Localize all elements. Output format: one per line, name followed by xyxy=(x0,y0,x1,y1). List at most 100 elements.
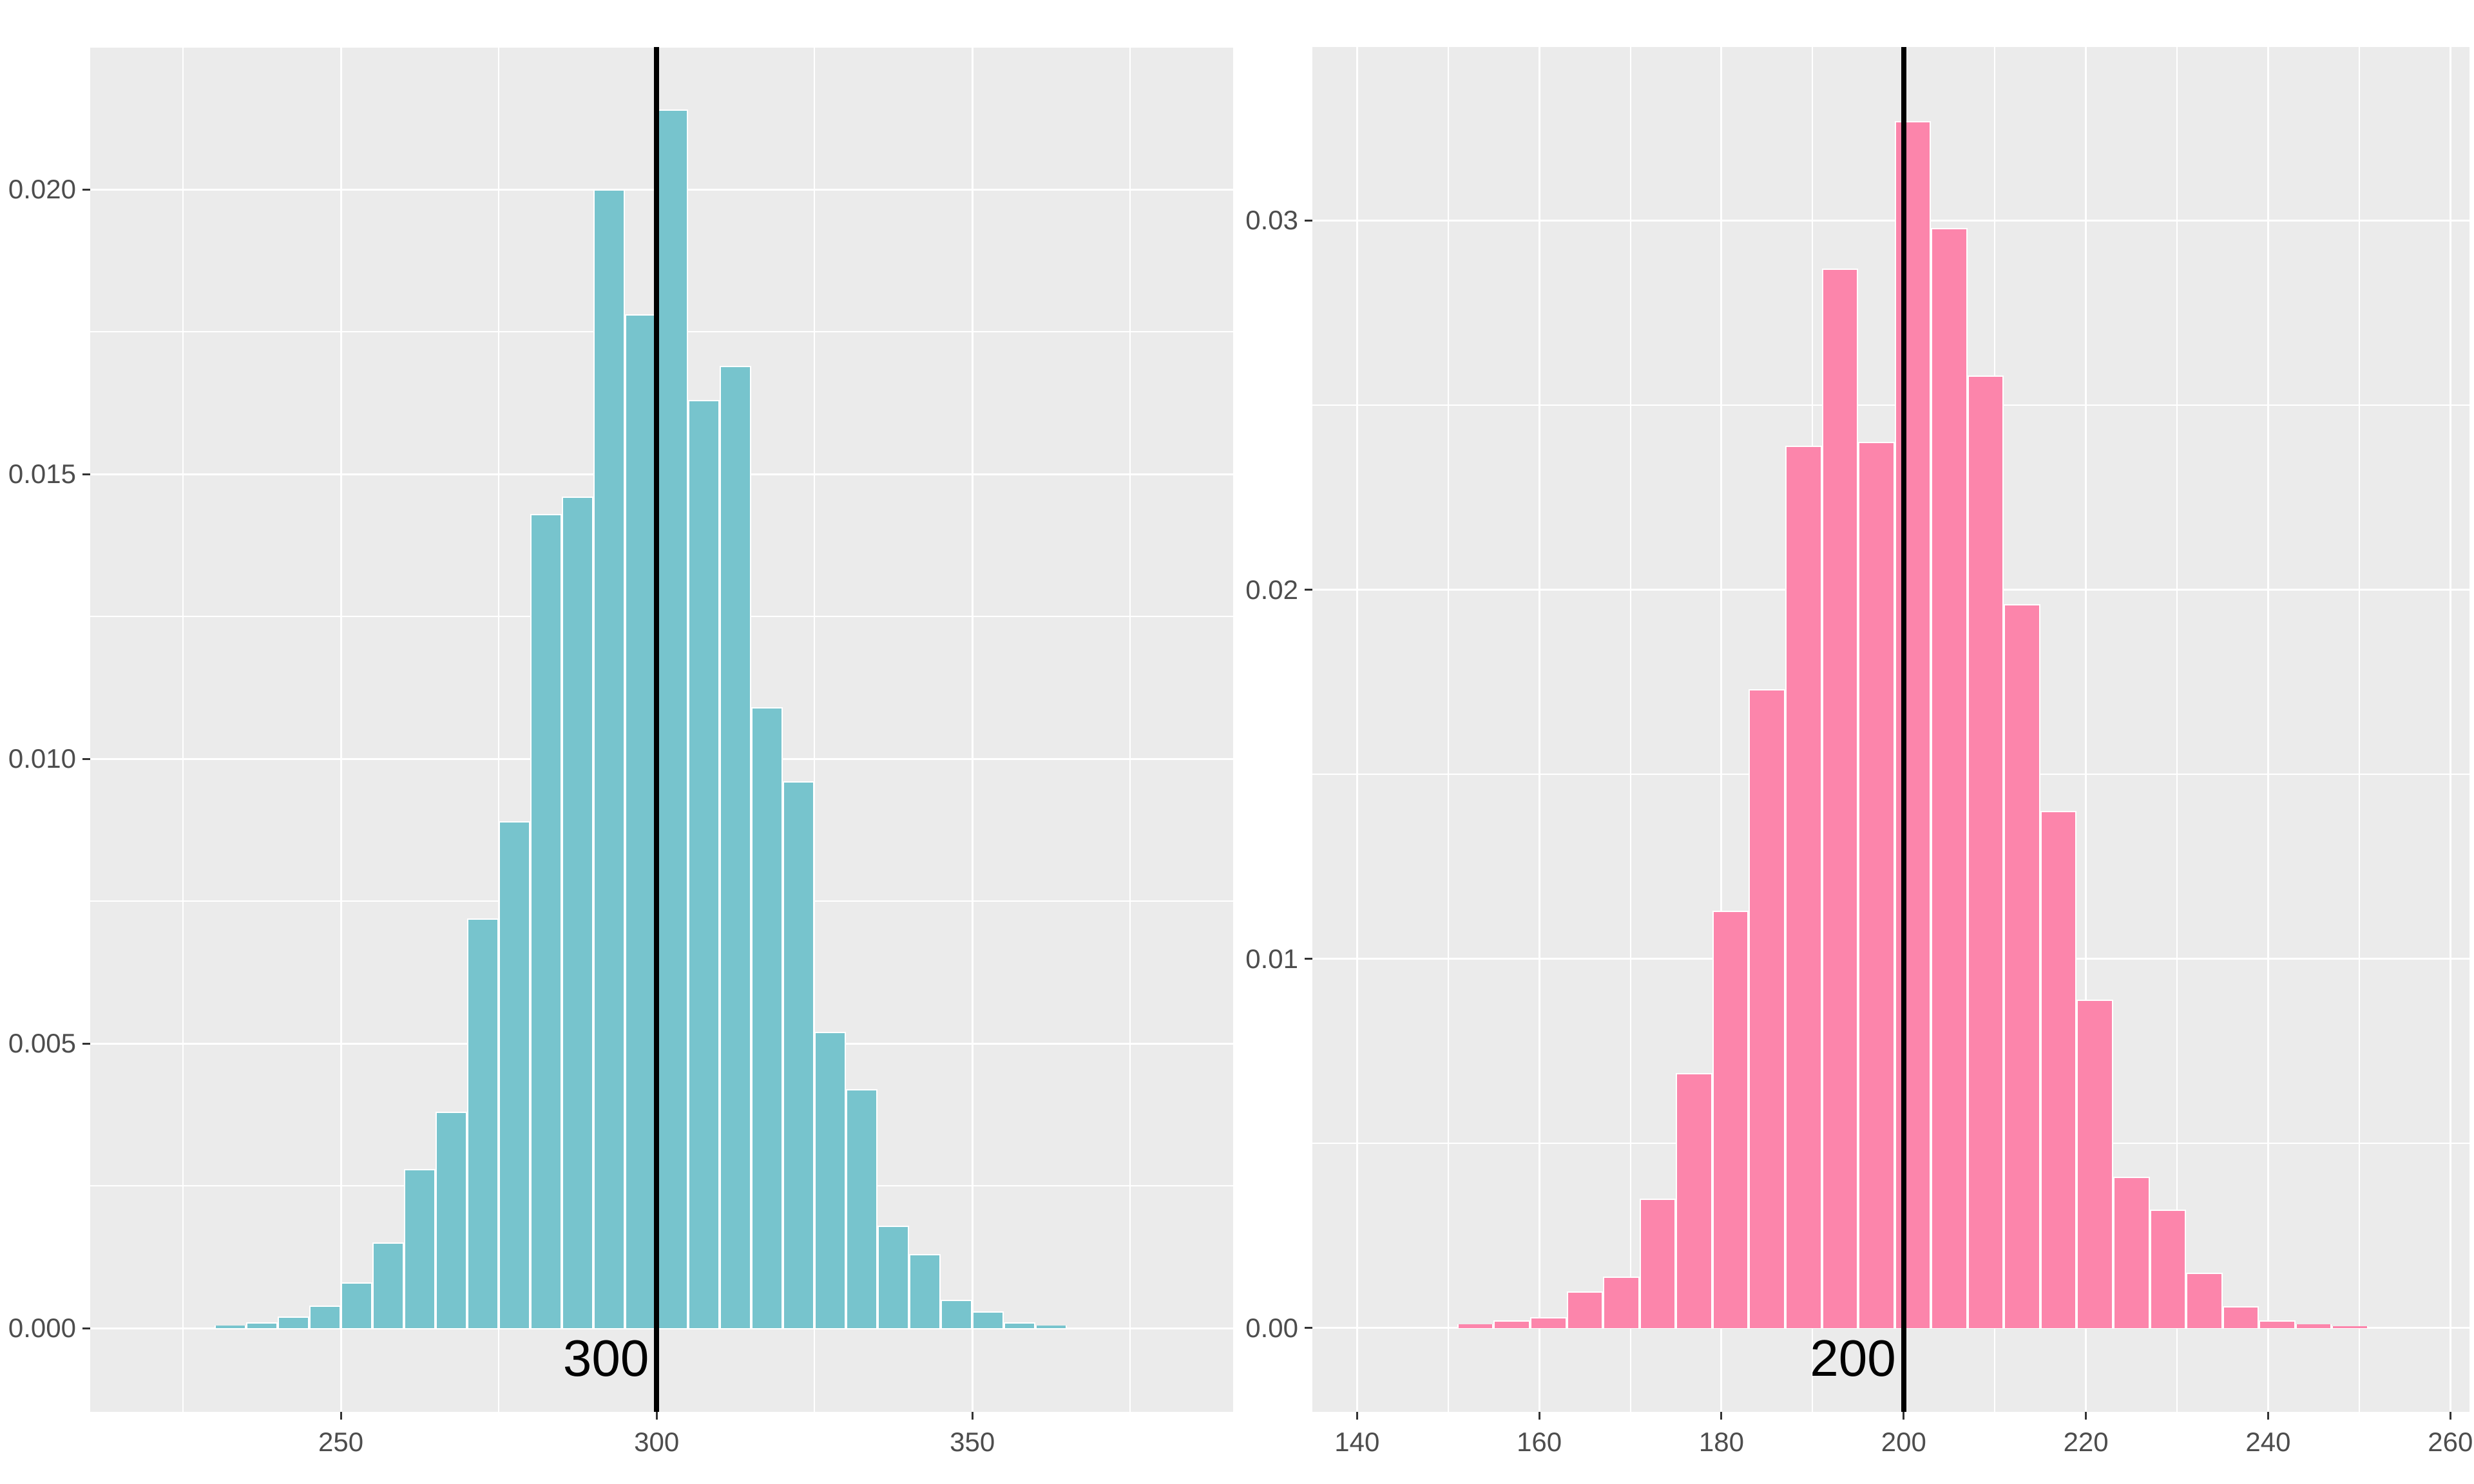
histogram-bar-fill xyxy=(2333,1326,2368,1328)
x-tick-label: 300 xyxy=(634,1427,680,1457)
histogram-bar-fill xyxy=(247,1324,277,1329)
histogram-bar-fill xyxy=(279,1318,309,1329)
histogram-bar xyxy=(657,109,689,1329)
histogram-bar xyxy=(783,781,815,1329)
histogram-bar-fill xyxy=(1005,1324,1035,1329)
gridline-major-horizontal xyxy=(90,1327,1233,1329)
histogram-bar xyxy=(530,513,562,1329)
histogram-bar-fill xyxy=(753,709,782,1329)
x-tick-mark xyxy=(1538,1412,1540,1420)
histogram-bar-fill xyxy=(311,1306,340,1329)
y-tick-mark xyxy=(1305,219,1312,222)
histogram-bar xyxy=(2222,1306,2259,1328)
histogram-bar-fill xyxy=(468,919,498,1329)
histogram-bar-fill xyxy=(2151,1211,2185,1328)
histogram-bar-fill xyxy=(1859,443,1894,1328)
y-tick-label: 0.005 xyxy=(8,1028,76,1059)
x-tick-mark xyxy=(2449,1412,2451,1420)
histogram-bar-fill xyxy=(2223,1307,2258,1328)
x-tick-label: 350 xyxy=(950,1427,995,1457)
histogram-bar-fill xyxy=(1037,1325,1066,1329)
gridline-major-vertical xyxy=(1356,47,1358,1412)
histogram-bar-fill xyxy=(437,1113,466,1329)
histogram-bar-fill xyxy=(2260,1322,2294,1328)
histogram-bar-fill xyxy=(626,316,656,1329)
histogram-bar-fill xyxy=(2041,812,2076,1328)
x-tick-mark xyxy=(1903,1412,1905,1420)
histogram-bar xyxy=(2113,1176,2150,1328)
histogram-bar xyxy=(941,1299,973,1329)
y-tick-mark xyxy=(82,1042,90,1045)
x-tick-mark xyxy=(1356,1412,1358,1420)
histogram-bar xyxy=(436,1112,468,1329)
gridline-major-vertical xyxy=(1720,47,1723,1412)
x-tick-mark xyxy=(655,1412,658,1420)
y-tick-label: 0.010 xyxy=(8,743,76,774)
y-tick-label: 0.015 xyxy=(8,459,76,490)
histogram-bar-fill xyxy=(342,1284,372,1329)
histogram-bar-fill xyxy=(1604,1277,1638,1328)
gridline-minor-horizontal xyxy=(90,46,1233,48)
gridline-minor-vertical xyxy=(1129,47,1131,1412)
histogram-bar-fill xyxy=(2187,1273,2221,1328)
x-tick-label: 200 xyxy=(1881,1427,1926,1457)
histogram-bar-fill xyxy=(658,111,687,1329)
gridline-major-vertical xyxy=(2449,47,2451,1412)
vline-annotation-label: 300 xyxy=(562,1329,649,1387)
x-tick-label: 260 xyxy=(2428,1427,2473,1457)
histogram-bar-fill xyxy=(847,1090,877,1329)
histogram-bar-fill xyxy=(784,783,814,1329)
y-tick-mark xyxy=(1305,589,1312,591)
histogram-bar xyxy=(278,1317,310,1329)
histogram-bar-fill xyxy=(1495,1322,1529,1328)
histogram-bar xyxy=(1967,376,2004,1328)
y-tick-label: 0.03 xyxy=(1245,205,1298,236)
histogram-bar xyxy=(309,1305,341,1329)
histogram-bar xyxy=(1603,1276,1640,1328)
histogram-bar xyxy=(1676,1073,1712,1328)
histogram-bar xyxy=(341,1282,373,1329)
gridline-major-vertical xyxy=(340,47,342,1412)
histogram-bar-fill xyxy=(1458,1324,1493,1328)
x-tick-label: 220 xyxy=(2063,1427,2109,1457)
x-tick-mark xyxy=(340,1412,342,1420)
histogram-bar-fill xyxy=(689,401,719,1329)
histogram-bar xyxy=(246,1322,278,1329)
gridline-major-vertical xyxy=(1538,47,1540,1412)
histogram-bar xyxy=(720,366,752,1329)
mean-vline xyxy=(1901,47,1906,1412)
histogram-bar-fill xyxy=(1750,690,1784,1328)
gridline-minor-horizontal xyxy=(1312,404,2469,406)
histogram-bar-fill xyxy=(500,823,530,1329)
histogram-bar-fill xyxy=(595,191,624,1329)
histogram-bar xyxy=(372,1242,405,1329)
y-tick-mark xyxy=(82,757,90,760)
y-tick-mark xyxy=(1305,958,1312,960)
histogram-bar-fill xyxy=(1786,447,1821,1328)
y-tick-mark xyxy=(82,188,90,191)
histogram-bar-fill xyxy=(1568,1292,1602,1328)
histogram-bar xyxy=(1821,268,1859,1328)
histogram-bar-fill xyxy=(216,1325,245,1329)
histogram-bar xyxy=(1858,442,1895,1328)
histogram-bar xyxy=(877,1225,910,1329)
histogram-bar xyxy=(972,1311,1004,1329)
x-tick-mark xyxy=(2267,1412,2269,1420)
histogram-bar xyxy=(2259,1320,2296,1328)
histogram-bar-fill xyxy=(2005,605,2039,1328)
histogram-bar xyxy=(2332,1326,2369,1328)
histogram-bar-fill xyxy=(2296,1324,2331,1328)
histogram-bar xyxy=(1493,1320,1530,1328)
histogram-bar xyxy=(1639,1199,1676,1328)
histogram-bar xyxy=(467,918,499,1329)
histogram-bar xyxy=(1566,1291,1604,1328)
histogram-bar-fill xyxy=(1932,229,1966,1328)
histogram-bar-fill xyxy=(1531,1318,1566,1328)
histogram-bar-fill xyxy=(405,1170,435,1329)
x-tick-mark xyxy=(2085,1412,2087,1420)
histogram-bar-fill xyxy=(879,1226,908,1329)
gridline-minor-vertical xyxy=(182,47,184,1412)
gridline-major-horizontal xyxy=(1312,1327,2469,1329)
